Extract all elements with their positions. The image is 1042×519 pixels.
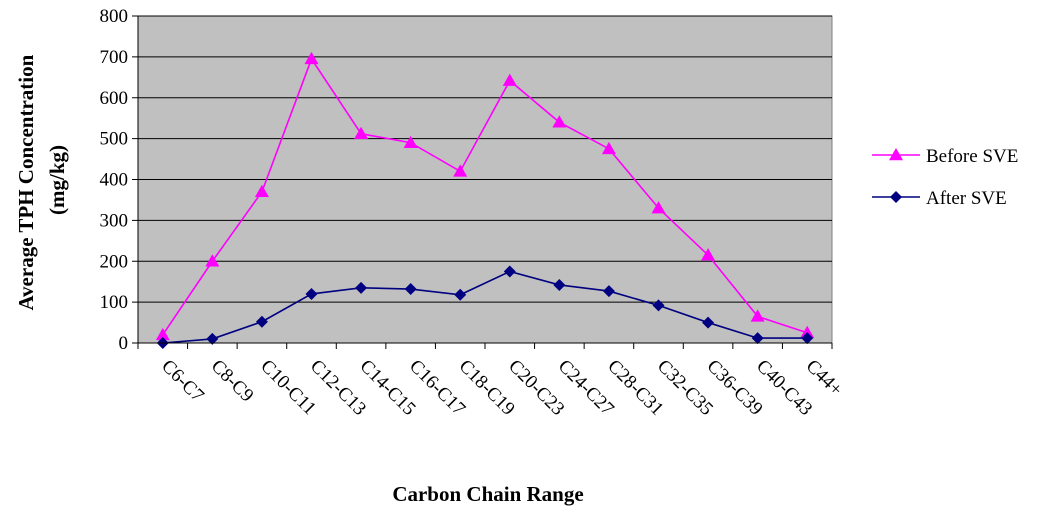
data-point [453,164,468,177]
data-point [354,126,369,139]
data-point [502,73,517,86]
y-axis-title-line-1: Average TPH Concentration [14,54,38,310]
data-point [404,283,417,296]
data-point [652,299,665,312]
legend-label: After SVE [926,188,1007,209]
y-tick-label: 500 [100,129,129,150]
data-point [403,135,418,148]
data-point [255,315,268,328]
series-line-1 [162,270,808,344]
legend-diamond-icon [890,191,902,203]
data-point [552,115,567,128]
data-point [503,265,516,278]
data-point [205,254,220,267]
data-point [304,51,319,65]
x-tick-label: C8-C9 [207,356,258,407]
y-tick-label: 0 [119,333,129,354]
legend-triangle-icon [889,148,903,161]
x-tick-label: C6-C7 [157,356,208,407]
data-point [553,278,566,291]
data-point [305,287,318,300]
data-point [254,184,269,198]
y-axis-title-line-2: (mg/kg) [45,145,69,215]
y-tick-label: 700 [100,47,129,68]
y-tick-label: 600 [100,88,129,109]
y-tick-label: 200 [100,251,129,272]
data-point [801,332,814,345]
data-point [602,285,615,298]
x-axis-title: Carbon Chain Range [392,482,583,506]
y-tick-label: 300 [100,210,129,231]
y-tick-label: 100 [100,292,129,313]
data-point [751,332,764,345]
data-point [206,332,219,345]
y-tick-label: 800 [100,6,129,27]
y-axis-title: Average TPH Concentration (mg/kg) [14,49,69,310]
legend-label: Before SVE [926,146,1018,167]
data-point [702,316,715,329]
y-tick-label: 400 [100,170,129,191]
data-point [454,288,467,301]
data-point [651,201,666,214]
series-line-0 [162,57,808,336]
data-point [800,325,815,339]
data-point [601,141,616,155]
data-point [701,248,716,261]
x-tick-label: C44+ [802,356,847,401]
data-point [750,309,765,322]
data-point [355,281,368,294]
data-point [155,327,170,341]
legend: Before SVE After SVE [872,146,1018,209]
